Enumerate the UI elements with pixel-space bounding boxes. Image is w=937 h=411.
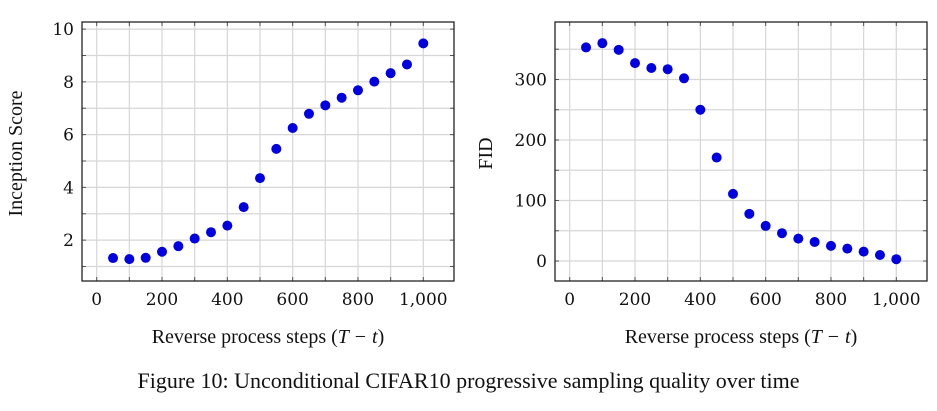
- y-tick-label: 2: [63, 231, 74, 251]
- x-tick-label: 0: [564, 290, 575, 310]
- x-tick-label: 0: [91, 290, 102, 310]
- inception-score-chart: 0 200 400 600 800 1,000 2 4 6 8 10 Reverse process …: [5, 20, 455, 348]
- data-series: [108, 38, 429, 265]
- data-point: [825, 240, 836, 251]
- y-tick-label: 4: [63, 178, 74, 198]
- data-point: [760, 220, 771, 231]
- data-point: [646, 62, 657, 73]
- data-point: [238, 202, 249, 213]
- data-point: [793, 233, 804, 244]
- y-tick-label: 8: [63, 73, 74, 93]
- data-point: [108, 253, 119, 264]
- data-point: [418, 38, 429, 49]
- data-point: [891, 254, 902, 265]
- data-point: [336, 92, 347, 103]
- y-axis-label: FID: [475, 137, 497, 169]
- data-point: [271, 143, 282, 154]
- y-tick-label: 300: [515, 70, 547, 90]
- data-point: [581, 42, 592, 53]
- grid: [82, 22, 454, 281]
- data-point: [597, 38, 608, 49]
- data-point: [874, 249, 885, 260]
- data-point: [744, 208, 755, 219]
- data-series: [581, 38, 902, 265]
- x-axis-label-text: Reverse process steps (: [625, 326, 811, 348]
- y-tick-label: 200: [515, 131, 547, 151]
- y-tick-label: 100: [515, 192, 547, 212]
- plot-frame: [81, 21, 455, 282]
- x-axis-label-text: Reverse process steps (: [152, 326, 338, 348]
- grid: [555, 22, 927, 281]
- data-point: [254, 173, 265, 184]
- data-point: [727, 188, 738, 199]
- y-axis-label: Inception Score: [5, 90, 27, 216]
- data-point: [385, 68, 396, 79]
- x-tick-label: 800: [342, 290, 374, 310]
- x-axis-label-close: ): [378, 326, 385, 348]
- fid-chart: 0 200 400 600 800 1,000 0 100 200 300 Reverse proc…: [475, 21, 928, 348]
- x-tick-label: 600: [749, 290, 781, 310]
- y-tick-label: 6: [63, 126, 74, 146]
- data-point: [711, 152, 722, 163]
- data-point: [776, 228, 787, 239]
- y-tick-label: 0: [536, 252, 547, 272]
- data-point: [124, 254, 135, 265]
- data-point: [303, 108, 314, 119]
- data-point: [157, 246, 168, 257]
- data-point: [206, 227, 217, 238]
- data-point: [140, 252, 151, 263]
- x-tick-label: 1,000: [399, 290, 448, 310]
- data-point: [809, 236, 820, 247]
- data-point: [695, 104, 706, 115]
- figure-caption: Figure 10: Unconditional CIFAR10 progres…: [137, 368, 800, 393]
- x-tick-label: 800: [815, 290, 847, 310]
- data-point: [369, 76, 380, 87]
- data-point: [173, 241, 184, 252]
- data-point: [613, 44, 624, 55]
- x-tick-label: 200: [619, 290, 651, 310]
- x-tick-label: 600: [276, 290, 308, 310]
- data-point: [842, 243, 853, 254]
- data-point: [401, 59, 412, 70]
- plot-frame: [554, 21, 928, 282]
- data-point: [858, 246, 869, 257]
- x-tick-label: 1,000: [872, 290, 921, 310]
- data-point: [630, 58, 641, 69]
- data-point: [287, 123, 298, 134]
- x-axis-label-math: T − t: [338, 326, 378, 348]
- x-tick-label: 400: [211, 290, 243, 310]
- x-tick-label: 400: [684, 290, 716, 310]
- x-axis-label: Reverse process steps (T − t): [625, 326, 858, 348]
- data-point: [679, 73, 690, 84]
- y-tick-label: 10: [52, 20, 74, 40]
- x-axis-label-math: T − t: [811, 326, 851, 348]
- data-point: [189, 233, 200, 244]
- data-point: [662, 64, 673, 75]
- x-axis-label-close: ): [851, 326, 858, 348]
- x-tick-label: 200: [146, 290, 178, 310]
- x-axis-label: Reverse process steps (T − t): [152, 326, 385, 348]
- data-point: [352, 85, 363, 96]
- data-point: [222, 220, 233, 231]
- data-point: [320, 100, 331, 111]
